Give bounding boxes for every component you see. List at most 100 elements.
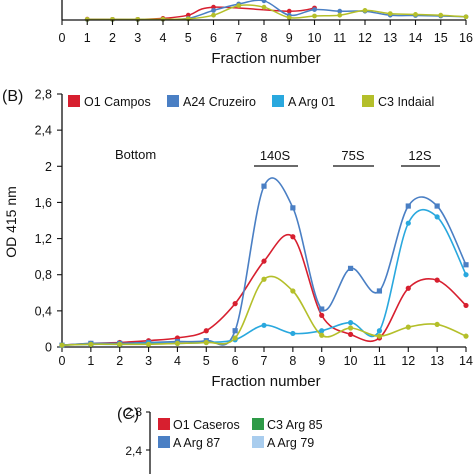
data-point xyxy=(347,331,354,337)
panel-a-plot-area xyxy=(84,0,469,22)
data-point xyxy=(319,306,325,312)
series-line xyxy=(87,0,467,21)
data-point xyxy=(319,328,325,334)
annotation-140s: 140S xyxy=(260,148,291,163)
x-tick-label: 4 xyxy=(174,354,181,368)
y-tick-label: 0,8 xyxy=(35,268,52,282)
data-point xyxy=(362,7,368,13)
data-point xyxy=(413,12,418,17)
data-point xyxy=(438,12,444,18)
y-tick-label: 2 xyxy=(45,160,52,174)
data-point xyxy=(434,277,440,283)
data-point xyxy=(261,258,267,264)
panel-b-label: (B) xyxy=(2,88,23,105)
x-tick-label: 11 xyxy=(373,354,386,368)
x-tick-label: 5 xyxy=(203,354,210,368)
data-point xyxy=(261,322,267,328)
x-tick-label: 2 xyxy=(109,31,116,45)
x-tick-label: 13 xyxy=(430,354,444,368)
x-tick-label: 8 xyxy=(261,31,268,45)
data-point xyxy=(232,335,238,341)
legend-label: O1 Campos xyxy=(84,95,151,109)
x-tick-label: 9 xyxy=(286,31,293,45)
series-c3-indaial xyxy=(59,275,469,348)
panel-b-y-ticks: 0 0,4 0,8 1,2 1,6 2 2,4 2,8 xyxy=(35,88,62,355)
panel-b-annotations: Bottom 140S 75S 12S xyxy=(115,147,440,167)
data-point xyxy=(290,330,296,337)
y-tick-label: 0,4 xyxy=(35,304,52,318)
data-point xyxy=(387,11,393,16)
x-tick-label: 14 xyxy=(409,31,423,45)
data-point xyxy=(463,262,469,268)
data-point xyxy=(463,333,469,339)
data-point xyxy=(203,339,209,346)
data-point xyxy=(232,301,238,307)
data-point xyxy=(59,342,65,348)
data-point xyxy=(405,203,411,209)
data-point xyxy=(463,272,469,278)
data-point xyxy=(463,302,469,309)
data-point xyxy=(347,325,354,331)
y-tick-label: 2,4 xyxy=(35,124,52,138)
legend-swatch xyxy=(252,418,264,430)
legend-swatch xyxy=(158,436,170,448)
y-tick-label: 2,8 xyxy=(35,88,52,102)
x-tick-label: 6 xyxy=(210,31,217,45)
legend-swatch xyxy=(272,95,284,107)
series-line xyxy=(61,275,467,346)
data-point xyxy=(261,0,267,4)
legend-swatch xyxy=(68,95,80,107)
x-tick-label: 6 xyxy=(232,354,239,368)
data-point xyxy=(312,7,317,12)
data-point xyxy=(261,183,267,189)
data-point xyxy=(376,288,383,294)
data-point xyxy=(376,333,383,339)
legend-label: A Arg 87 xyxy=(173,436,220,450)
series-o1-campos xyxy=(59,233,469,348)
legend-swatch xyxy=(362,95,374,107)
data-point xyxy=(312,13,317,19)
data-point xyxy=(117,341,123,347)
legend-label: A24 Cruzeiro xyxy=(183,95,256,109)
legend-label: A Arg 01 xyxy=(288,95,335,109)
x-tick-label: 10 xyxy=(344,354,358,368)
data-point xyxy=(290,205,296,211)
x-tick-label: 0 xyxy=(59,354,66,368)
panel-b: (B) O1 Campos A24 Cruzeiro A Arg 01 C3 Inda… xyxy=(2,88,473,391)
y-tick-label: 1,2 xyxy=(35,232,52,246)
data-point xyxy=(174,340,181,346)
data-point xyxy=(319,332,325,338)
panel-b-y-axis-label: OD 415 nm xyxy=(3,186,19,258)
data-point xyxy=(88,341,94,347)
data-point xyxy=(145,341,152,347)
y-tick-label: 0 xyxy=(45,341,52,355)
panel-b-x-axis-label: Fraction number xyxy=(211,373,320,390)
x-tick-label: 4 xyxy=(160,31,167,45)
x-tick-label: 16 xyxy=(459,31,473,45)
data-point xyxy=(261,4,267,10)
data-point xyxy=(347,265,354,271)
x-tick-label: 7 xyxy=(261,354,268,368)
panel-b-series xyxy=(59,177,469,348)
panel-c-ytick-label: 2,4 xyxy=(125,444,142,458)
legend-swatch xyxy=(252,436,264,448)
data-point xyxy=(211,7,216,13)
data-point xyxy=(434,321,440,328)
x-tick-label: 8 xyxy=(289,354,296,368)
data-point xyxy=(337,8,343,14)
data-point xyxy=(236,3,242,8)
data-point xyxy=(434,214,440,220)
data-point xyxy=(434,203,440,209)
panel-c-legend: O1 Caseros C3 Arg 85 A Arg 87 A Arg 79 xyxy=(158,418,323,450)
x-tick-label: 10 xyxy=(308,31,322,45)
x-tick-label: 9 xyxy=(318,354,325,368)
x-tick-label: 13 xyxy=(383,31,397,45)
x-tick-label: 12 xyxy=(401,354,415,368)
panel-a-x-axis-label: Fraction number xyxy=(211,50,320,67)
data-point xyxy=(290,234,296,240)
annotation-75s: 75S xyxy=(341,148,364,163)
y-tick-label: 1,6 xyxy=(35,196,52,210)
x-tick-label: 1 xyxy=(87,354,94,368)
annotation-bottom: Bottom xyxy=(115,147,156,162)
